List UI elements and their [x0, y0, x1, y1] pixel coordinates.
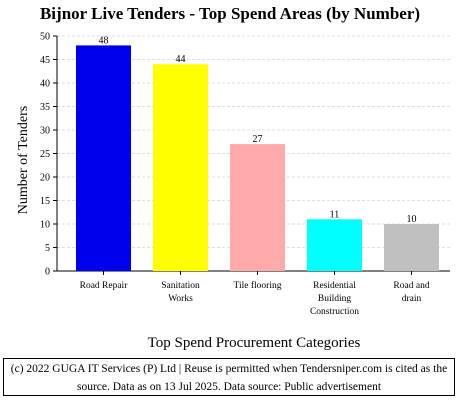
y-tick-label: 5	[45, 243, 50, 254]
chart-title: Bijnor Live Tenders - Top Spend Areas (b…	[39, 4, 421, 23]
bar-chart: 0 5 10 15 20 25 30 35 40 45 50 48 44 27 11 10 Road Rep…	[16, 32, 450, 351]
y-tick-label: 50	[40, 32, 50, 43]
data-label: 27	[253, 134, 263, 145]
bar	[384, 224, 439, 271]
data-labels: 48 44 27 11 10	[99, 35, 417, 225]
y-axis-ticks: 0 5 10 15 20 25 30 35 40 45 50	[40, 32, 57, 278]
y-axis-label: Number of Tenders	[16, 106, 31, 214]
y-tick-label: 10	[40, 220, 50, 231]
y-tick-label: 45	[40, 55, 50, 66]
bar	[230, 144, 285, 271]
x-tick-label: Tile flooring	[234, 280, 282, 291]
x-tick-label: Road Repair	[80, 281, 129, 291]
data-label: 44	[176, 54, 186, 65]
y-tick-label: 0	[45, 267, 50, 278]
y-tick-label: 30	[40, 126, 50, 137]
bars	[76, 45, 439, 272]
y-tick-label: 20	[40, 173, 50, 184]
x-tick-label: Residential Building Construction	[310, 281, 359, 317]
data-label: 11	[330, 209, 340, 220]
footer-note: (c) 2022 GUGA IT Services (P) Ltd | Reus…	[3, 358, 455, 396]
x-tick-label: Road and drain	[393, 281, 429, 304]
y-tick-label: 15	[40, 196, 50, 207]
x-axis-label: Top Spend Procurement Categories	[148, 335, 361, 351]
bar	[307, 219, 362, 271]
data-label: 10	[407, 214, 417, 225]
x-axis-ticks: Road Repair Sanitation Works Tile flooring R…	[80, 271, 430, 317]
footer-line-1: (c) 2022 GUGA IT Services (P) Ltd | Reus…	[10, 363, 448, 375]
bar	[153, 64, 208, 271]
y-tick-label: 35	[40, 102, 50, 113]
bar	[76, 45, 131, 272]
x-tick-label: Sanitation Works	[161, 281, 200, 304]
y-tick-label: 25	[40, 149, 50, 160]
data-label: 48	[99, 35, 109, 46]
footer-line-2: source. Data as on 13 Jul 2025. Data sou…	[76, 381, 382, 393]
y-tick-label: 40	[40, 79, 50, 90]
